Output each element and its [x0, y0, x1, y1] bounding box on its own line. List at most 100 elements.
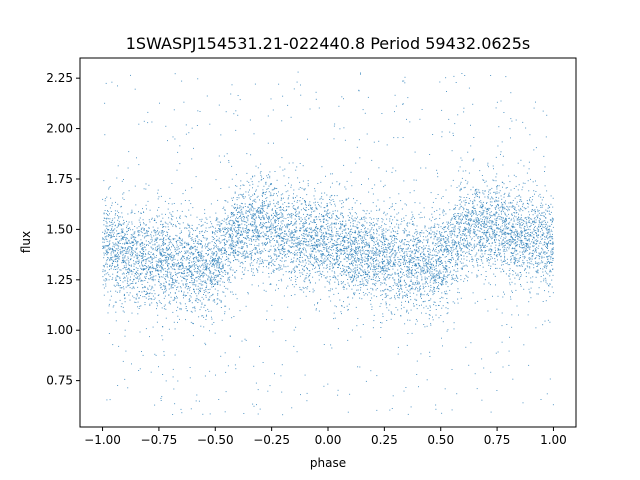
- data-point: [109, 258, 111, 260]
- data-point: [283, 207, 284, 209]
- data-point: [128, 284, 130, 286]
- data-point: [118, 217, 120, 219]
- data-point: [454, 231, 456, 233]
- data-point: [255, 226, 257, 228]
- data-point: [515, 265, 517, 267]
- data-point: [529, 263, 531, 265]
- data-point: [146, 235, 148, 237]
- data-point: [385, 293, 387, 295]
- data-point: [345, 232, 347, 234]
- data-point: [265, 181, 267, 183]
- data-point: [442, 223, 444, 225]
- data-point: [382, 219, 384, 221]
- data-point: [469, 213, 471, 215]
- data-point: [423, 254, 425, 256]
- data-point: [377, 260, 379, 262]
- data-point: [425, 305, 427, 307]
- data-point: [135, 297, 137, 299]
- data-point: [429, 314, 431, 316]
- data-point: [498, 242, 500, 244]
- data-point: [441, 296, 443, 298]
- data-point: [501, 312, 503, 314]
- data-point: [337, 255, 338, 257]
- data-point: [237, 206, 238, 208]
- data-point: [513, 206, 515, 207]
- data-point: [144, 236, 146, 238]
- data-point: [504, 256, 506, 258]
- data-point: [184, 215, 186, 217]
- data-point: [442, 210, 444, 212]
- data-point: [512, 291, 513, 293]
- data-point: [143, 211, 145, 213]
- data-point: [200, 275, 201, 277]
- data-point: [321, 273, 323, 275]
- data-point: [281, 244, 283, 246]
- data-point: [299, 275, 301, 277]
- data-point: [341, 250, 343, 252]
- data-point: [506, 324, 508, 325]
- data-point: [149, 278, 151, 280]
- data-point: [274, 261, 276, 262]
- data-point: [343, 239, 344, 241]
- data-point: [421, 256, 423, 258]
- data-point: [240, 209, 242, 211]
- data-point: [227, 227, 229, 229]
- data-point: [365, 242, 367, 243]
- data-point: [193, 268, 195, 270]
- data-point: [150, 262, 152, 264]
- data-point: [286, 241, 288, 243]
- data-point: [149, 285, 151, 287]
- data-point: [108, 244, 110, 246]
- data-point: [385, 301, 387, 303]
- data-point: [168, 288, 170, 290]
- data-point: [211, 241, 213, 243]
- data-point: [314, 234, 316, 236]
- data-point: [440, 238, 441, 240]
- data-point: [137, 306, 139, 308]
- data-point: [339, 299, 341, 301]
- data-point: [205, 262, 207, 264]
- data-point: [404, 251, 406, 253]
- data-point: [441, 236, 443, 237]
- data-point: [369, 224, 371, 226]
- data-point: [112, 218, 114, 220]
- data-point: [519, 251, 521, 253]
- data-point: [111, 81, 113, 83]
- data-point: [305, 222, 307, 224]
- data-point: [520, 230, 522, 232]
- data-point: [453, 208, 455, 210]
- data-point: [363, 210, 365, 212]
- data-point: [478, 242, 480, 244]
- data-point: [469, 200, 471, 202]
- data-point: [277, 288, 279, 290]
- data-point: [292, 162, 294, 164]
- data-point: [438, 238, 440, 240]
- data-point: [113, 229, 115, 231]
- data-point: [514, 234, 516, 236]
- data-point: [255, 201, 257, 203]
- data-point: [324, 242, 326, 244]
- data-point: [485, 217, 487, 219]
- data-point: [279, 259, 281, 261]
- data-point: [233, 208, 235, 209]
- data-point: [350, 243, 352, 245]
- data-point: [537, 230, 539, 232]
- data-point: [234, 255, 235, 257]
- data-point: [285, 191, 287, 193]
- data-point: [216, 303, 218, 305]
- data-point: [132, 283, 134, 284]
- data-point: [286, 243, 288, 244]
- data-point: [216, 254, 218, 256]
- data-point: [335, 258, 337, 260]
- data-point: [426, 265, 428, 267]
- data-point: [202, 235, 204, 237]
- data-point: [214, 301, 216, 303]
- data-point: [378, 167, 380, 169]
- data-point: [447, 312, 449, 314]
- data-point: [124, 267, 126, 269]
- data-point: [430, 237, 432, 239]
- data-point: [177, 315, 179, 317]
- data-point: [309, 227, 311, 229]
- data-point: [502, 207, 504, 209]
- data-point: [139, 265, 141, 267]
